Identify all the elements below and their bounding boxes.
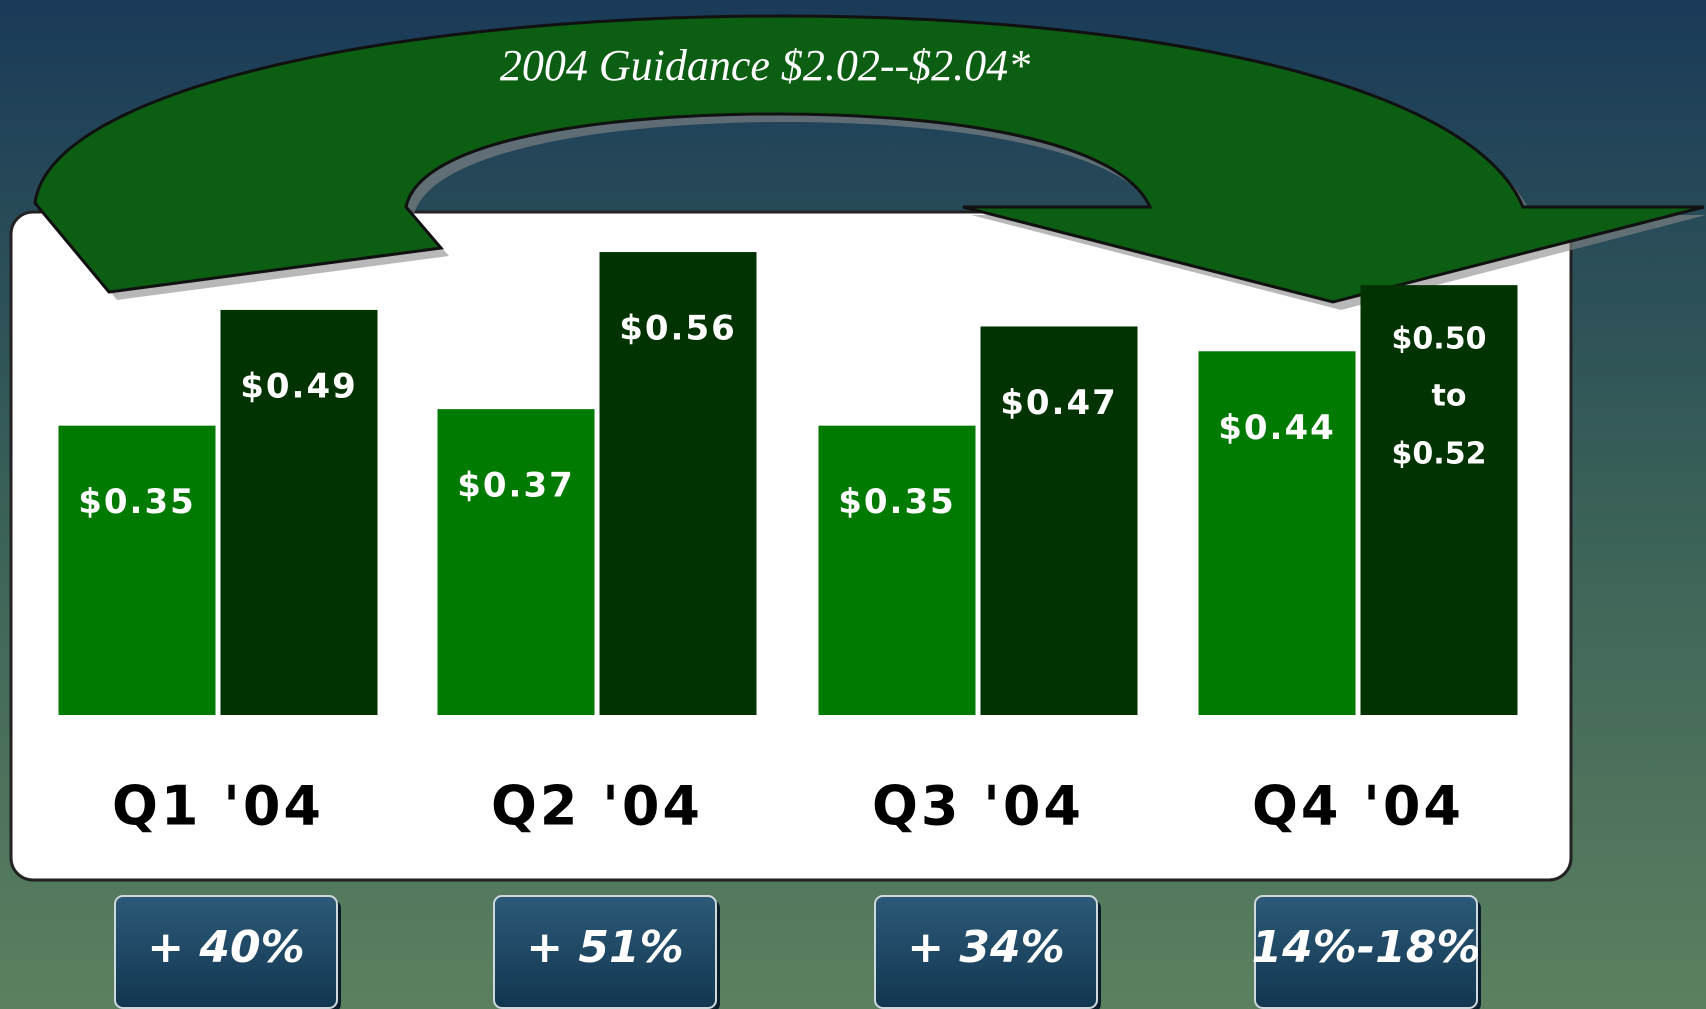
bar (599, 252, 757, 716)
value-label: $0.44 (1218, 408, 1336, 448)
value-label: $0.50 (1392, 322, 1487, 357)
x-tick-label: Q2 '04 (491, 775, 703, 838)
x-tick-label: Q3 '04 (872, 775, 1084, 838)
value-label: $0.37 (457, 466, 575, 506)
value-label: to (1432, 379, 1467, 414)
value-label: $0.49 (240, 366, 358, 406)
bar (437, 409, 595, 715)
plot-panel (9, 210, 1573, 882)
growth-box (114, 895, 338, 1009)
growth-box (874, 895, 1098, 1009)
chart-title: 2004 Guidance $2.02--$2.04* (500, 41, 1030, 90)
bar (220, 309, 378, 715)
x-tick-label: Q1 '04 (112, 775, 324, 838)
growth-label: + 34% (907, 922, 1065, 973)
bar (1198, 351, 1356, 715)
bar (1360, 285, 1518, 715)
bar (980, 326, 1138, 715)
value-label: $0.47 (1000, 383, 1118, 423)
value-label: $0.56 (619, 309, 737, 349)
growth-label: 14%-18% (1252, 922, 1481, 973)
value-label: $0.35 (78, 482, 196, 522)
value-label: $0.35 (838, 482, 956, 522)
x-tick-label: Q4 '04 (1252, 775, 1464, 838)
growth-label: + 51% (526, 922, 684, 973)
growth-label: + 40% (147, 922, 305, 973)
growth-box (493, 895, 717, 1009)
bar (818, 425, 976, 715)
bar (58, 425, 216, 715)
guidance-arrow (33, 14, 1705, 304)
value-label: $0.52 (1392, 437, 1487, 472)
growth-box (1254, 895, 1478, 1009)
